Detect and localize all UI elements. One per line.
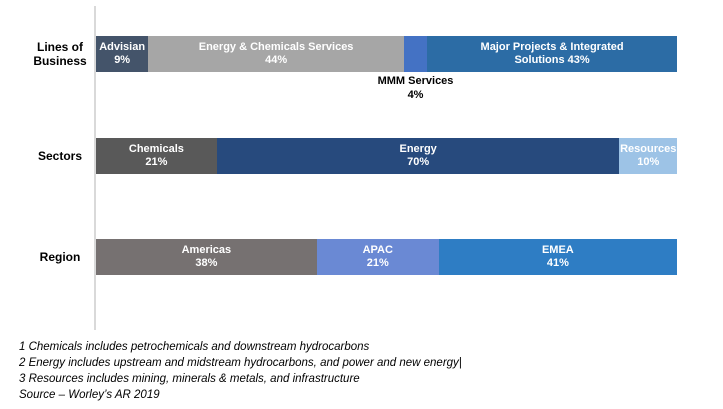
segment-outside-label: MMM Services 4% bbox=[378, 75, 454, 102]
segment-apac: APAC 21% bbox=[316, 239, 439, 275]
row-label-lines-of-business: Lines of Business bbox=[33, 40, 87, 68]
segment-label: Energy & Chemicals Services bbox=[198, 40, 354, 53]
segment-label: MMM Services bbox=[377, 75, 454, 87]
segment-major-projects-integrated-solutions: Major Projects & Integrated Solutions 43… bbox=[427, 36, 677, 72]
bar-sectors: Chemicals 21% Energy 70% Resources 10% bbox=[96, 138, 677, 174]
segment-value: 41% bbox=[546, 257, 569, 269]
segment-resources: Resources 10% bbox=[619, 138, 677, 174]
segment-label: EMEA bbox=[541, 243, 574, 256]
segment-value: 10% bbox=[637, 156, 660, 168]
segment-value: 21% bbox=[145, 156, 168, 168]
footnotes: 1 Chemicals includes petrochemicals and … bbox=[19, 339, 462, 403]
segment-label: Energy bbox=[399, 142, 437, 155]
footnote-3: 3 Resources includes mining, minerals & … bbox=[19, 373, 360, 385]
segment-label: APAC bbox=[362, 243, 393, 256]
segment-value: Solutions 43% bbox=[514, 54, 590, 66]
segment-emea: EMEA 41% bbox=[438, 239, 677, 275]
segment-mmm-services: MMM Services 4% bbox=[378, 36, 453, 101]
footnote-2: 2 Energy includes upstream and midstream… bbox=[19, 357, 462, 369]
segment-label: Chemicals bbox=[128, 142, 184, 155]
segment-label: Resources bbox=[620, 142, 677, 155]
segment-chemicals: Chemicals 21% bbox=[96, 138, 217, 174]
segment-value: 4% bbox=[407, 88, 424, 101]
footnote-1: 1 Chemicals includes petrochemicals and … bbox=[19, 341, 370, 353]
segment-label: Americas bbox=[181, 243, 232, 256]
segment-value: 70% bbox=[407, 156, 430, 168]
vertical-axis-line bbox=[94, 6, 96, 330]
segment-advisian: Advisian 9% bbox=[96, 36, 149, 72]
bar-region: Americas 38% APAC 21% EMEA 41% bbox=[96, 239, 677, 275]
segment-value: 9% bbox=[114, 54, 131, 66]
segment-value: 38% bbox=[195, 257, 218, 269]
source-note: Source – Worley’s AR 2019 bbox=[19, 389, 160, 401]
segment-energy-chemicals-services: Energy & Chemicals Services 44% bbox=[148, 36, 404, 72]
segment-label: Advisian bbox=[99, 40, 146, 53]
bar-lines-of-business: Advisian 9% Energy & Chemicals Services … bbox=[96, 36, 677, 101]
segment-value: 21% bbox=[366, 257, 389, 269]
segment-value: 44% bbox=[265, 54, 288, 66]
segment-label: Major Projects & Integrated bbox=[480, 40, 624, 53]
segment-energy: Energy 70% bbox=[216, 138, 620, 174]
row-label-sectors: Sectors bbox=[37, 149, 83, 163]
segment-americas: Americas 38% bbox=[96, 239, 317, 275]
row-label-region: Region bbox=[39, 250, 81, 264]
